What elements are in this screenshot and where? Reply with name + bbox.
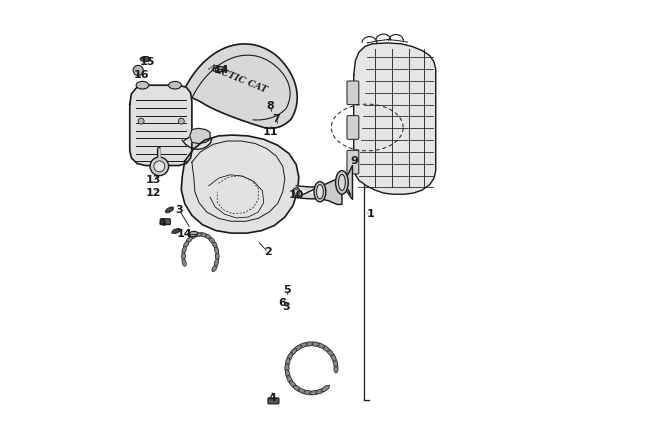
Polygon shape (181, 44, 297, 128)
Ellipse shape (298, 343, 307, 348)
Text: 9: 9 (350, 156, 359, 166)
Ellipse shape (182, 246, 187, 254)
Ellipse shape (285, 358, 290, 367)
Ellipse shape (214, 259, 218, 266)
Circle shape (150, 157, 168, 176)
Ellipse shape (314, 181, 326, 202)
Ellipse shape (316, 389, 324, 394)
Text: 11: 11 (263, 127, 278, 137)
Circle shape (178, 118, 184, 124)
Polygon shape (182, 134, 212, 149)
Ellipse shape (136, 81, 149, 89)
Ellipse shape (310, 342, 319, 346)
Ellipse shape (294, 190, 298, 194)
Ellipse shape (168, 81, 181, 89)
Circle shape (138, 118, 144, 124)
Ellipse shape (294, 345, 302, 351)
Circle shape (133, 65, 143, 75)
Circle shape (154, 161, 165, 172)
Ellipse shape (287, 353, 292, 361)
Text: 3: 3 (282, 302, 290, 312)
Text: 10: 10 (289, 190, 304, 200)
Ellipse shape (181, 253, 185, 260)
Text: 7: 7 (272, 114, 280, 124)
Ellipse shape (190, 234, 197, 239)
Ellipse shape (285, 364, 289, 373)
Text: 14: 14 (177, 229, 192, 239)
Ellipse shape (321, 345, 330, 351)
Ellipse shape (188, 232, 198, 237)
Ellipse shape (326, 349, 333, 356)
Text: 4: 4 (268, 393, 276, 403)
Polygon shape (320, 179, 342, 204)
FancyBboxPatch shape (347, 116, 359, 139)
Ellipse shape (194, 233, 202, 237)
Ellipse shape (334, 364, 338, 373)
Text: 3: 3 (176, 205, 183, 215)
Ellipse shape (316, 343, 324, 348)
Ellipse shape (290, 381, 296, 388)
Ellipse shape (182, 259, 187, 266)
Ellipse shape (199, 233, 207, 237)
Ellipse shape (330, 353, 336, 361)
Text: 14: 14 (214, 65, 229, 75)
Polygon shape (354, 43, 436, 194)
Ellipse shape (292, 188, 300, 195)
Ellipse shape (215, 253, 219, 260)
Text: 4: 4 (159, 218, 166, 228)
Polygon shape (130, 85, 192, 165)
Ellipse shape (165, 207, 174, 213)
Ellipse shape (310, 391, 319, 395)
Ellipse shape (183, 241, 188, 248)
Ellipse shape (304, 342, 313, 346)
Ellipse shape (216, 67, 225, 72)
Ellipse shape (290, 349, 296, 356)
Ellipse shape (186, 237, 192, 243)
Ellipse shape (140, 56, 151, 61)
FancyBboxPatch shape (160, 219, 170, 225)
Ellipse shape (285, 370, 290, 379)
FancyBboxPatch shape (347, 150, 359, 174)
Polygon shape (296, 186, 320, 199)
Text: 1: 1 (367, 209, 374, 219)
Text: 13: 13 (146, 175, 162, 185)
Polygon shape (171, 95, 192, 140)
Ellipse shape (317, 184, 323, 199)
FancyBboxPatch shape (347, 81, 359, 105)
Text: 8: 8 (266, 101, 274, 112)
Ellipse shape (204, 234, 211, 239)
FancyBboxPatch shape (268, 398, 279, 404)
Ellipse shape (335, 170, 348, 194)
Ellipse shape (208, 237, 214, 243)
Text: 2: 2 (264, 247, 272, 257)
Ellipse shape (294, 385, 302, 392)
Ellipse shape (339, 174, 345, 190)
Ellipse shape (321, 385, 330, 392)
Polygon shape (190, 128, 210, 144)
Text: 6: 6 (278, 298, 286, 308)
Text: ARCTIC CAT: ARCTIC CAT (207, 63, 269, 95)
Text: 5: 5 (283, 285, 291, 295)
Ellipse shape (212, 265, 217, 272)
Text: 15: 15 (140, 57, 155, 67)
Polygon shape (181, 135, 299, 233)
Ellipse shape (298, 389, 307, 394)
Ellipse shape (287, 376, 292, 384)
Ellipse shape (333, 358, 337, 367)
Ellipse shape (304, 391, 313, 395)
Text: 16: 16 (133, 70, 149, 80)
Text: 12: 12 (146, 188, 162, 198)
Ellipse shape (214, 246, 218, 254)
Ellipse shape (212, 241, 217, 248)
Polygon shape (342, 165, 352, 199)
Ellipse shape (172, 229, 181, 234)
